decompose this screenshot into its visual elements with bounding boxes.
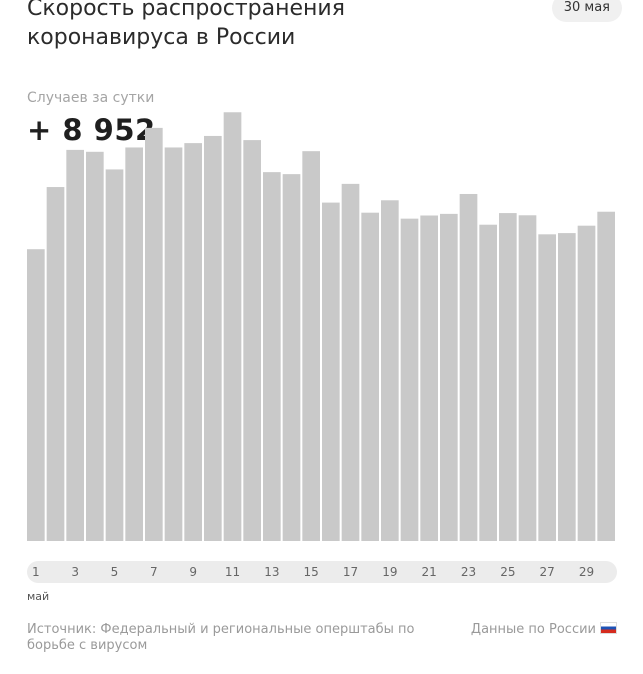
bar-day-7[interactable] (145, 127, 163, 541)
bar-day-29[interactable] (577, 225, 596, 541)
bar-day-19[interactable] (381, 200, 399, 541)
chart-title-line-2: коронавируса в России (27, 25, 296, 50)
bar-day-11[interactable] (223, 112, 242, 541)
bar-day-8[interactable] (164, 147, 183, 541)
x-tick-label: 23 (460, 565, 477, 579)
chart-title: Скорость распространения коронавируса в … (27, 0, 507, 52)
bar-day-1[interactable] (27, 249, 45, 541)
source-note: Источник: Федеральный и региональные опе… (27, 622, 415, 653)
metric-label: Случаев за сутки (27, 90, 155, 106)
x-tick-label: 25 (500, 565, 516, 579)
bar-day-4[interactable] (86, 151, 104, 542)
bar-day-10[interactable] (204, 135, 222, 541)
x-axis-track (27, 561, 617, 583)
x-tick-label: 17 (342, 565, 359, 579)
bar-day-17[interactable] (341, 183, 360, 541)
bar-day-24[interactable] (479, 224, 497, 541)
bar-day-15[interactable] (302, 151, 320, 541)
bar-day-26[interactable] (518, 215, 537, 542)
bar-day-2[interactable] (46, 187, 65, 542)
x-tick-label: 11 (224, 565, 241, 579)
x-tick-label: 27 (539, 565, 555, 579)
bar-day-20[interactable] (400, 218, 419, 541)
bar-day-12[interactable] (243, 140, 261, 542)
data-source-link-label: Данные по России (470, 622, 596, 637)
x-tick-label: 13 (264, 565, 280, 579)
russia-flag-icon (600, 622, 617, 634)
x-tick-label: 21 (421, 565, 437, 579)
bar-day-3[interactable] (66, 149, 84, 541)
bar-day-27[interactable] (538, 234, 556, 541)
x-tick-label: 19 (382, 565, 398, 579)
bar-day-6[interactable] (125, 147, 143, 541)
x-tick-label: 3 (71, 565, 79, 579)
bar-day-22[interactable] (440, 213, 458, 542)
bar-day-25[interactable] (499, 213, 517, 541)
bar-day-28[interactable] (558, 233, 576, 541)
bar-day-18[interactable] (361, 212, 379, 541)
x-tick-label: 5 (110, 565, 119, 579)
bar-day-9[interactable] (184, 143, 202, 541)
month-label: май (27, 590, 50, 603)
metric-value: + 8 952 (27, 113, 156, 147)
chart-title-line-1: Скорость распространения (27, 0, 345, 21)
x-tick-label: 7 (150, 565, 158, 579)
bar-day-23[interactable] (459, 193, 478, 542)
bar-day-14[interactable] (282, 174, 301, 541)
bar-day-21[interactable] (420, 215, 438, 541)
bar-day-16[interactable] (322, 202, 340, 541)
bar-day-5[interactable] (105, 169, 124, 542)
x-tick-label: 29 (578, 565, 595, 579)
data-source-link[interactable]: Данные по России (471, 622, 617, 638)
x-tick-label: 9 (189, 565, 197, 579)
bar-day-30[interactable] (597, 211, 615, 541)
x-tick-label: 1 (32, 565, 40, 579)
x-tick-label: 15 (303, 565, 319, 579)
bar-day-13[interactable] (263, 172, 281, 541)
date-badge[interactable]: 30 мая (551, 0, 622, 22)
